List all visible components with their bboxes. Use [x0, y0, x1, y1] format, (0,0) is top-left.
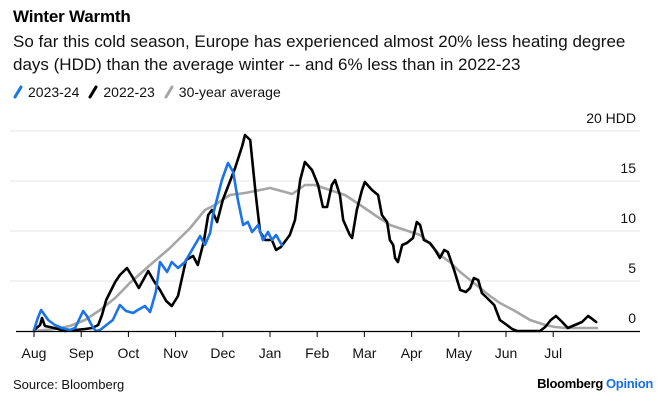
x-tick-label: Oct — [118, 345, 140, 361]
x-tick-label: Nov — [163, 345, 188, 361]
source-note: Source: Bloomberg — [13, 377, 125, 392]
legend: 2023-24 2022-23 30-year average — [13, 84, 290, 100]
x-tick-label: Mar — [352, 345, 376, 361]
legend-item-30-year-average: 30-year average — [164, 84, 281, 100]
series-line-2023-24 — [32, 161, 284, 333]
x-tick-label: Feb — [305, 345, 329, 361]
chart-subtitle: So far this cold season, Europe has expe… — [13, 32, 626, 74]
y-tick-label: 10 — [620, 210, 636, 226]
legend-item-2022-23: 2022-23 — [88, 84, 155, 100]
x-tick-label: Dec — [210, 345, 235, 361]
legend-label: 2022-23 — [103, 84, 155, 100]
legend-swatch-2023-24 — [13, 85, 23, 99]
legend-item-2023-24: 2023-24 — [13, 84, 79, 100]
legend-label: 2023-24 — [28, 84, 80, 100]
series-line-30-year-average — [32, 183, 599, 333]
brand-suffix: Opinion — [606, 376, 653, 391]
y-tick-label: 5 — [628, 260, 636, 276]
x-tick-label: Apr — [401, 345, 423, 361]
x-tick-label: Jun — [495, 345, 518, 361]
y-tick-label: 20 HDD — [586, 110, 636, 126]
x-axis: Aug Sep Oct Nov Dec Jan Feb Mar Apr May Jun Jul — [16, 330, 640, 361]
x-tick-label: Jan — [259, 345, 282, 361]
series-line-2022-23 — [32, 133, 598, 333]
brand-logo: Bloomberg Opinion — [537, 376, 653, 391]
x-tick-label: Jul — [544, 345, 562, 361]
y-tick-label: 15 — [620, 160, 636, 176]
chart-title: Winter Warmth — [13, 7, 131, 26]
legend-swatch-30-year-average — [164, 85, 174, 99]
legend-label: 30-year average — [178, 84, 281, 100]
series-lines — [32, 133, 599, 333]
x-tick-label: Sep — [69, 345, 94, 361]
brand-name: Bloomberg — [537, 376, 603, 391]
y-axis-labels: 20 HDD 15 10 5 0 — [586, 110, 636, 326]
x-tick-label: Aug — [22, 345, 47, 361]
legend-swatch-2022-23 — [88, 85, 98, 99]
x-tick-label: May — [446, 345, 472, 361]
y-tick-label: 0 — [628, 310, 636, 326]
